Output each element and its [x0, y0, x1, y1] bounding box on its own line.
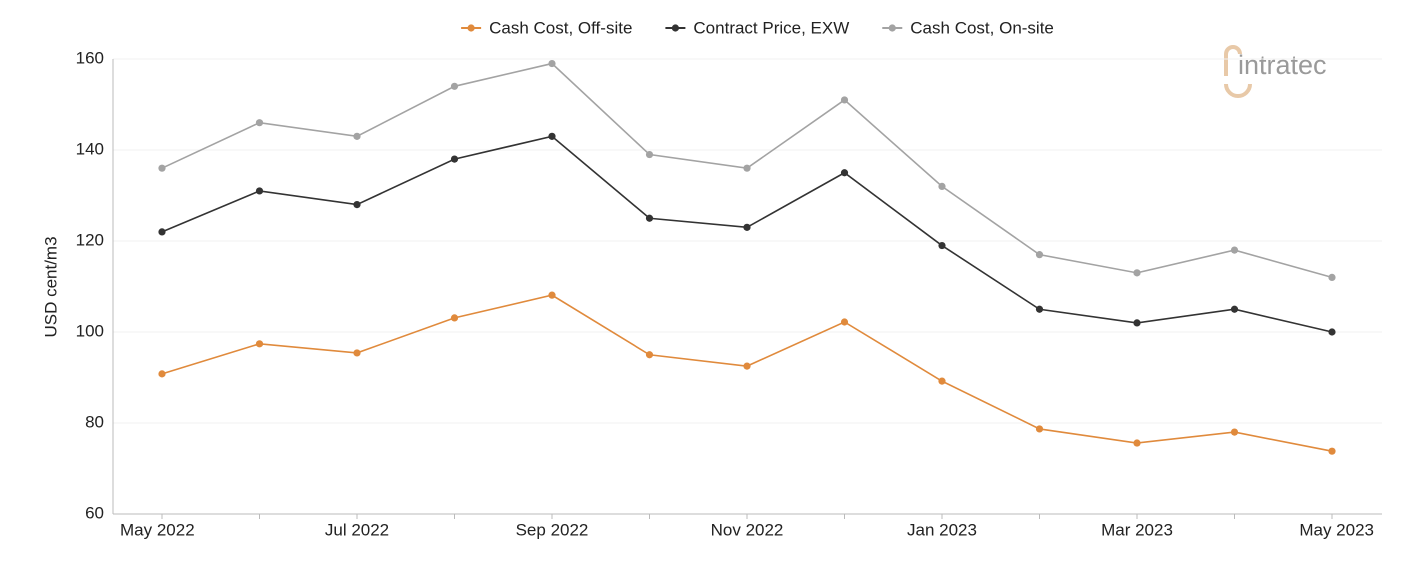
- y-tick-label: 100: [76, 321, 104, 340]
- point: [1133, 269, 1141, 277]
- point: [938, 182, 946, 190]
- point: [255, 119, 264, 127]
- y-tick-label: 60: [85, 503, 104, 522]
- y-tick-label: 120: [76, 230, 104, 249]
- point: [938, 241, 946, 250]
- point: [548, 132, 556, 140]
- legend-label: Contract Price, EXW: [693, 18, 849, 37]
- point: [1230, 305, 1239, 313]
- y-tick-label: 160: [76, 48, 104, 67]
- point: [1328, 328, 1336, 336]
- point: [1035, 425, 1044, 433]
- legend: Cash Cost, Off-site Contract Price, EXW Ca…: [461, 18, 1054, 37]
- x-tick-label: Sep 2022: [516, 520, 589, 539]
- point: [1133, 319, 1141, 327]
- point: [1328, 273, 1336, 281]
- point: [450, 155, 459, 163]
- series: [158, 59, 1336, 281]
- point: [1230, 246, 1239, 254]
- point: [743, 223, 751, 231]
- point: [1328, 447, 1336, 455]
- x-tick-label: May 2022: [120, 520, 195, 539]
- legend-swatch: [888, 24, 896, 32]
- point: [840, 96, 849, 104]
- point: [255, 340, 264, 348]
- legend-label: Cash Cost, Off-site: [489, 18, 632, 37]
- point: [450, 82, 459, 90]
- legend-swatch: [671, 24, 680, 32]
- x-tick-label: May 2023: [1299, 520, 1374, 539]
- point: [1035, 251, 1044, 259]
- point: [1230, 428, 1239, 436]
- x-tick-label: Mar 2023: [1101, 520, 1173, 539]
- x-tick-label: Jul 2022: [325, 520, 389, 539]
- point: [840, 318, 849, 326]
- y-tick-label: 80: [85, 412, 104, 431]
- point: [353, 349, 361, 357]
- point: [645, 351, 654, 359]
- series: [158, 132, 1336, 336]
- legend-item: Cash Cost, On-site: [882, 18, 1054, 37]
- point: [743, 362, 751, 370]
- logo-mark: [1224, 45, 1252, 98]
- point: [158, 228, 166, 236]
- x-tick-label: Jan 2023: [907, 520, 977, 539]
- point: [645, 214, 654, 222]
- legend-swatch: [467, 24, 475, 32]
- y-tick-label: 140: [76, 139, 104, 158]
- point: [158, 370, 166, 378]
- legend-label: Cash Cost, On-site: [910, 18, 1054, 37]
- point: [353, 132, 361, 140]
- x-tick-label: Nov 2022: [711, 520, 784, 539]
- point: [1035, 305, 1044, 313]
- legend-item: Contract Price, EXW: [665, 18, 849, 37]
- y-axis-label: USD cent/m3: [41, 236, 60, 337]
- legend-item: Cash Cost, Off-site: [461, 18, 632, 37]
- point: [548, 291, 556, 299]
- point: [840, 169, 849, 177]
- point: [255, 187, 264, 195]
- point: [548, 59, 556, 68]
- point: [1133, 439, 1141, 447]
- series: [158, 291, 1336, 455]
- point: [353, 201, 361, 209]
- line: [161, 294, 1333, 452]
- point: [938, 377, 946, 385]
- logo: intratec: [1238, 50, 1327, 80]
- point: [158, 164, 166, 172]
- point: [743, 164, 751, 172]
- point: [450, 314, 459, 322]
- point: [645, 150, 654, 159]
